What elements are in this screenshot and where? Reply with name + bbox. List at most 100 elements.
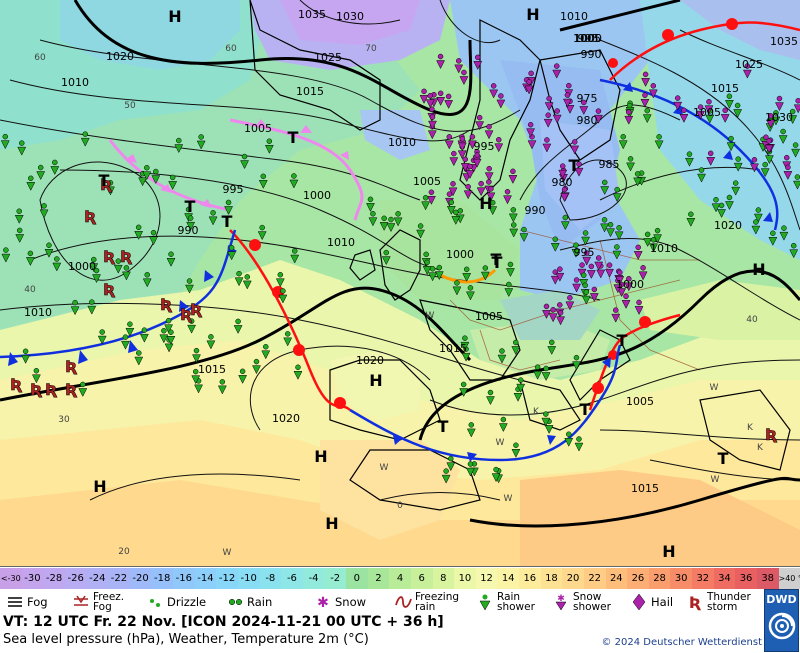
rain-shower-symbol	[533, 364, 543, 380]
rain-shower-symbol	[187, 318, 197, 334]
snow-shower-symbol	[460, 156, 470, 172]
rain-shower-symbol	[26, 175, 36, 191]
low-pressure-center: T	[718, 449, 729, 468]
rain-shower-symbol	[642, 107, 652, 124]
legend-item-label: Drizzle	[167, 595, 207, 609]
rain-shower-symbol	[208, 210, 218, 226]
snow-shower-symbol	[648, 83, 658, 99]
snow-shower-symbol	[457, 136, 467, 152]
snow-shower-symbol	[579, 99, 589, 116]
rain-shower-symbol	[17, 140, 27, 156]
rain-shower-symbol	[509, 222, 519, 238]
thunderstorm-symbol: Ʀ	[65, 357, 78, 376]
rain-shower-symbol	[168, 174, 178, 190]
rain-shower-symbol	[134, 350, 144, 366]
rain-shower-symbol	[252, 358, 261, 375]
scale-swatch: -8	[259, 568, 282, 589]
snow-shower-symbol	[750, 157, 759, 173]
snow-shower-symbol	[449, 150, 459, 167]
snow-shower-symbol	[633, 244, 643, 260]
temperature-isoline-label: W	[496, 438, 505, 448]
isobar-label: 1005	[626, 395, 654, 408]
dwd-logo-text: DWD	[766, 593, 797, 606]
rain-shower-symbol	[779, 225, 789, 241]
isobar-label: 995	[223, 183, 244, 196]
rain-shower-symbol	[618, 133, 628, 150]
rain-shower-symbol	[97, 329, 107, 345]
thunderstorm-symbol: Ʀ	[103, 247, 116, 266]
snow-shower-symbol	[696, 104, 705, 120]
snow-shower-symbol	[454, 58, 464, 74]
legend-item-label: Hail	[651, 595, 674, 609]
rain-shower-symbol	[643, 231, 653, 247]
isobar-label: 995	[574, 246, 595, 259]
snow-shower-symbol	[428, 114, 437, 130]
thunderstorm-symbol: Ʀ	[160, 295, 173, 314]
legend-item-thunderstorm: Ʀ Thunder storm	[686, 591, 751, 613]
snow-shower-symbol	[764, 138, 774, 154]
rain-shower-symbol	[466, 422, 476, 438]
thunderstorm-symbol: Ʀ	[30, 380, 43, 399]
isobar-label: 1035	[298, 8, 326, 21]
map-info: VT: 12 UTC Fr. 22 Nov. [ICON 2024-11-21 …	[3, 614, 743, 647]
isobar-label: 1020	[272, 412, 300, 425]
snow-shower-symbol	[555, 266, 565, 282]
low-pressure-center: T	[580, 400, 591, 419]
isobar-label: 1015	[711, 82, 739, 95]
rain-shower-symbol	[778, 128, 788, 145]
rain-shower-symbol	[242, 274, 252, 290]
snow-shower-symbol	[586, 263, 596, 279]
rain-shower-symbol	[275, 271, 285, 288]
rain-shower-symbol	[78, 381, 88, 398]
scale-swatch: 16	[519, 568, 541, 589]
isobar-label: 985	[599, 158, 620, 171]
rain-shower-symbol	[113, 258, 123, 274]
scale-swatch: 14	[497, 568, 519, 589]
freezing-fog-icon	[72, 593, 90, 611]
temperature-isoline-label: 0	[397, 501, 403, 511]
rain-shower-symbol	[753, 207, 763, 223]
snow-shower-symbol	[475, 114, 485, 131]
scale-swatch: 6	[410, 568, 433, 589]
snow-shower-symbol	[641, 71, 651, 87]
rain-shower-symbol	[142, 164, 152, 181]
isobar-label: 990	[525, 204, 546, 217]
rain-shower-symbol	[0, 133, 10, 150]
rain-shower-symbol	[574, 436, 584, 452]
isobar-label: 1015	[198, 363, 226, 376]
valid-time: VT: 12 UTC Fr. 22 Nov. [ICON 2024-11-21 …	[3, 614, 444, 630]
scale-swatch: 12	[475, 568, 498, 589]
rain-shower-symbol	[261, 344, 271, 360]
rain-shower-symbol	[52, 256, 62, 272]
rain-shower-symbol	[289, 173, 299, 189]
scale-swatch: -12	[216, 568, 238, 589]
rain-shower-symbol	[491, 466, 501, 483]
snow-icon: ✱	[314, 593, 332, 611]
snow-shower-icon: ✱	[552, 593, 570, 611]
snow-shower-symbol	[448, 181, 458, 197]
thunderstorm-symbol: Ʀ	[103, 280, 116, 299]
rain-shower-symbol	[697, 167, 706, 183]
scale-swatch: 18	[540, 568, 563, 589]
rain-shower-symbol	[513, 386, 523, 402]
dwd-logo: DWD	[764, 589, 799, 652]
scale-swatch: 32	[692, 568, 714, 589]
rain-shower-symbol	[50, 159, 60, 176]
rain-shower-symbol	[789, 242, 799, 259]
snow-shower-symbol	[508, 168, 518, 184]
scale-swatch: >40 °C	[778, 568, 800, 589]
drizzle-icon	[146, 593, 164, 611]
rain-shower-symbol	[44, 242, 54, 258]
rain-shower-symbol	[560, 214, 570, 231]
rain-shower-symbol	[238, 368, 248, 384]
snow-shower-symbol	[552, 108, 562, 124]
rain-shower-symbol	[422, 259, 432, 275]
rain-shower-symbol	[185, 278, 194, 294]
low-pressure-center: T	[438, 417, 449, 436]
rain-shower-symbol	[711, 197, 721, 213]
scale-swatch: -10	[237, 568, 260, 589]
rain-shower-symbol	[290, 248, 300, 264]
rain-shower-icon	[476, 593, 494, 611]
rain-shower-symbol	[498, 416, 508, 433]
